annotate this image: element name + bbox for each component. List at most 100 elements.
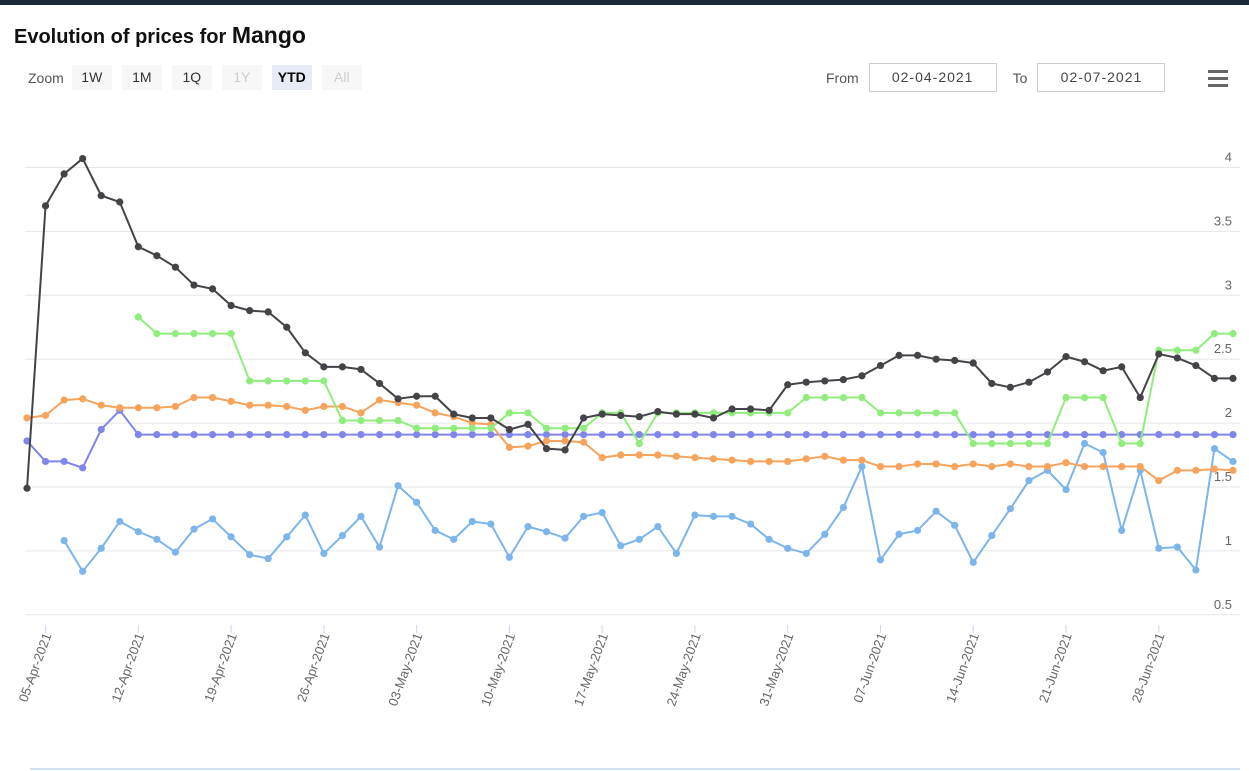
- point-marker: [320, 377, 328, 385]
- point-marker: [413, 424, 421, 432]
- title-text: Evolution of prices for: [14, 26, 227, 48]
- point-marker: [1118, 439, 1126, 448]
- point-marker: [357, 430, 365, 439]
- point-marker: [913, 460, 922, 468]
- point-marker: [246, 401, 254, 409]
- point-marker: [413, 430, 421, 439]
- point-marker: [1099, 393, 1107, 402]
- point-marker: [134, 404, 142, 412]
- point-marker: [301, 349, 309, 357]
- point-marker: [431, 430, 439, 439]
- point-marker: [876, 430, 885, 439]
- point-marker: [23, 484, 31, 492]
- point-marker: [134, 243, 142, 251]
- point-marker: [301, 377, 309, 385]
- point-marker: [79, 154, 87, 163]
- point-marker: [153, 404, 161, 412]
- point-marker: [598, 430, 606, 439]
- point-marker: [1025, 430, 1033, 439]
- point-marker: [951, 462, 959, 471]
- point-marker: [153, 430, 161, 439]
- point-marker: [672, 430, 680, 439]
- point-marker: [1006, 439, 1014, 448]
- point-marker: [505, 425, 513, 434]
- zoom-button[interactable]: 1W: [71, 65, 112, 90]
- point-marker: [635, 430, 643, 439]
- point-marker: [264, 401, 272, 409]
- point-marker: [1155, 476, 1163, 485]
- point-marker: [1062, 459, 1070, 467]
- point-marker: [839, 430, 847, 439]
- point-marker: [413, 392, 421, 400]
- point-marker: [913, 409, 922, 417]
- series-line: [63, 442, 1234, 573]
- x-tick-label: 31-May-2021: [756, 631, 796, 708]
- y-tick-label: 1: [1225, 533, 1232, 548]
- point-marker: [932, 507, 940, 515]
- point-marker: [171, 430, 180, 439]
- point-marker: [858, 430, 866, 439]
- point-marker: [598, 508, 606, 517]
- point-marker: [320, 430, 328, 439]
- point-marker: [1043, 368, 1052, 376]
- point-marker: [153, 252, 161, 260]
- point-marker: [784, 544, 792, 552]
- point-marker: [208, 330, 217, 338]
- point-marker: [802, 549, 810, 558]
- zoom-button[interactable]: 1M: [121, 65, 162, 90]
- point-marker: [116, 517, 124, 526]
- point-marker: [932, 409, 940, 417]
- top-border: [0, 0, 1249, 5]
- point-marker: [190, 525, 198, 533]
- zoom-button[interactable]: 1Q: [171, 65, 212, 90]
- point-marker: [134, 528, 142, 536]
- point-marker: [264, 554, 272, 563]
- point-marker: [79, 464, 87, 472]
- point-marker: [654, 407, 662, 416]
- from-input[interactable]: 02-04-2021: [868, 63, 997, 92]
- point-marker: [171, 330, 180, 338]
- point-marker: [338, 402, 347, 411]
- point-marker: [375, 416, 384, 425]
- point-marker: [747, 520, 755, 528]
- point-marker: [969, 460, 977, 468]
- point-marker: [542, 437, 551, 445]
- y-tick-label: 4: [1225, 150, 1232, 165]
- point-marker: [487, 414, 495, 422]
- point-marker: [431, 526, 439, 535]
- y-tick-label: 2.5: [1214, 341, 1232, 356]
- point-marker: [431, 392, 439, 400]
- point-marker: [1155, 544, 1163, 552]
- point-marker: [988, 430, 996, 439]
- point-marker: [542, 528, 551, 536]
- point-marker: [951, 409, 959, 417]
- point-marker: [784, 430, 792, 439]
- point-marker: [60, 396, 68, 404]
- zoom-button[interactable]: YTD: [271, 65, 312, 90]
- point-marker: [932, 355, 940, 363]
- point-marker: [654, 451, 662, 459]
- point-marker: [394, 416, 402, 425]
- point-marker: [338, 416, 347, 425]
- point-marker: [821, 393, 829, 402]
- point-marker: [1080, 430, 1089, 439]
- point-marker: [988, 531, 996, 540]
- point-marker: [598, 453, 606, 462]
- point-marker: [1062, 485, 1070, 494]
- point-marker: [691, 430, 699, 439]
- point-marker: [450, 424, 458, 432]
- point-marker: [617, 451, 625, 459]
- to-input[interactable]: 02-07-2021: [1037, 63, 1166, 92]
- point-marker: [747, 405, 755, 413]
- point-marker: [320, 402, 328, 411]
- menu-button[interactable]: [1208, 70, 1228, 91]
- point-marker: [858, 372, 866, 380]
- point-marker: [561, 534, 569, 542]
- point-marker: [672, 452, 680, 460]
- point-marker: [1155, 430, 1163, 439]
- point-marker: [895, 430, 903, 439]
- point-marker: [487, 424, 495, 432]
- point-marker: [375, 379, 384, 388]
- point-marker: [728, 456, 736, 464]
- point-marker: [1006, 460, 1014, 468]
